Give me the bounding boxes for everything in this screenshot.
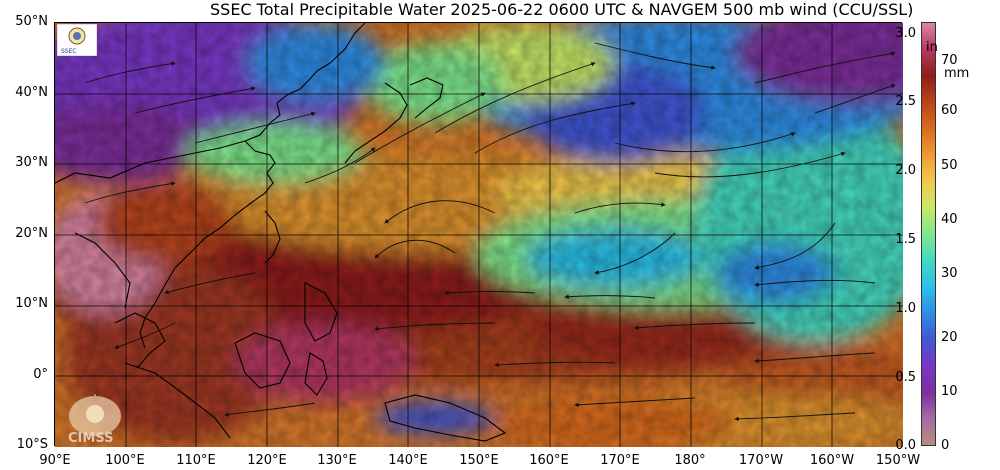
colorbar-inch-label: 0.0 xyxy=(895,438,916,453)
lon-label: 170°E xyxy=(600,453,640,468)
lon-label: 90°E xyxy=(39,453,71,468)
cimss-logo: CIMSS xyxy=(68,394,121,444)
colorbar-mm-label: 70 xyxy=(941,53,958,68)
lon-label: 100°E xyxy=(105,453,145,468)
colorbar-mm-label: 20 xyxy=(941,330,958,345)
tpw-map xyxy=(54,22,903,447)
colorbar-mm-label: 50 xyxy=(941,158,958,173)
lon-label: 140°E xyxy=(388,453,428,468)
lat-label: 0° xyxy=(33,367,48,382)
colorbar-inch-label: 1.0 xyxy=(895,301,916,316)
lat-label: 30°N xyxy=(15,155,48,170)
lon-label: 130°E xyxy=(317,453,357,468)
colorbar-mm-label: 40 xyxy=(941,212,958,227)
lat-label: 10°S xyxy=(16,437,48,452)
svg-text:CIMSS: CIMSS xyxy=(68,431,113,444)
colorbar-mm-label: 30 xyxy=(941,266,958,281)
colorbar-mm-label: 60 xyxy=(941,103,958,118)
colorbar-inch-label: 2.0 xyxy=(895,163,916,178)
lat-label: 40°N xyxy=(15,85,48,100)
lon-label: 170°W xyxy=(738,453,784,468)
colorbar xyxy=(921,22,936,446)
lon-label: 150°W xyxy=(875,453,921,468)
lon-label: 110°E xyxy=(176,453,216,468)
lat-label: 50°N xyxy=(15,14,48,29)
lat-label: 20°N xyxy=(15,226,48,241)
lon-label: 150°E xyxy=(459,453,499,468)
colorbar-inch-label: 3.0 xyxy=(895,26,916,41)
colorbar-mm-label: 0 xyxy=(941,438,950,453)
colorbar-inch-label: 0.5 xyxy=(895,370,916,385)
colorbar-mm-unit: mm xyxy=(944,66,970,81)
lon-label: 120°E xyxy=(247,453,287,468)
colorbar-inch-label: 2.5 xyxy=(895,94,916,109)
colorbar-mm-label: 10 xyxy=(941,384,958,399)
wind-streamlines xyxy=(84,42,896,422)
ssec-logo: SSEC xyxy=(57,24,97,56)
svg-text:SSEC: SSEC xyxy=(61,48,77,55)
lon-label: 160°W xyxy=(809,453,855,468)
lon-label: 180° xyxy=(674,453,706,468)
lon-label: 160°E xyxy=(529,453,569,468)
colorbar-inch-label: 1.5 xyxy=(895,232,916,247)
map-title: SSEC Total Precipitable Water 2025-06-22… xyxy=(210,0,914,19)
lat-label: 10°N xyxy=(15,296,48,311)
colorbar-inch-unit: in xyxy=(926,40,938,55)
tpw-map-canvas xyxy=(55,23,903,447)
